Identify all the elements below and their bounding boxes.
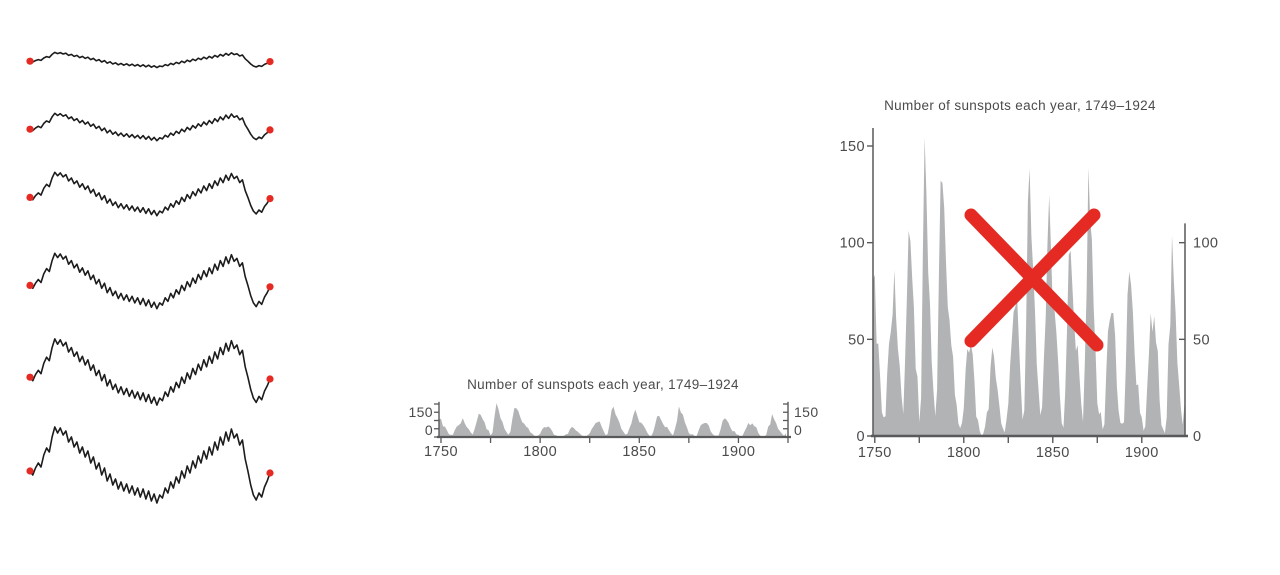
y-tick-label: 100: [1193, 236, 1218, 252]
sparkline-row-2: [26, 112, 274, 142]
red-x-mark: [964, 208, 1104, 352]
x-tick-label: 1800: [947, 445, 981, 461]
y-tick-label: 0: [857, 429, 865, 445]
sparkline-row-3: [26, 171, 274, 217]
x-tick-label: 1750: [424, 444, 458, 460]
y-tick-label: 50: [848, 332, 865, 348]
y-tick-label: 50: [1193, 332, 1210, 348]
endpoint-dot: [26, 281, 34, 289]
x-tick-label: 1800: [523, 444, 557, 460]
area-path: [439, 403, 786, 437]
sparkline-row-6: [26, 426, 274, 504]
sparkline-row-5: [26, 338, 274, 406]
sparkline-path: [29, 252, 271, 310]
large-chart-title: Number of sunspots each year, 1749–1924: [884, 98, 1156, 113]
endpoint-dot: [266, 195, 274, 203]
y-tick-label: 100: [840, 236, 865, 252]
endpoint-dot: [26, 57, 34, 65]
sparkline-path: [29, 426, 271, 504]
x-tick-label: 1900: [722, 444, 756, 460]
endpoint-dot: [266, 375, 274, 383]
endpoint-dot: [266, 58, 274, 66]
x-tick-label: 1750: [858, 445, 892, 461]
sparkline-path: [29, 112, 271, 142]
sparkline-row-4: [26, 252, 274, 310]
y-tick-label: 0: [425, 422, 433, 438]
small-chart-title: Number of sunspots each year, 1749–1924: [467, 377, 739, 392]
y-tick-label: 0: [794, 422, 802, 438]
x-tick-label: 1850: [1036, 445, 1070, 461]
y-tick-label: 150: [408, 404, 433, 420]
endpoint-dot: [26, 373, 34, 381]
small-sunspots-chart: Number of sunspots each year, 1749–1924 …: [408, 377, 819, 460]
endpoint-dot: [266, 126, 274, 134]
endpoint-dot: [266, 469, 274, 477]
endpoint-dot: [26, 125, 34, 133]
y-tick-label: 150: [840, 139, 865, 155]
sparkline-path: [29, 338, 271, 406]
endpoint-dot: [26, 193, 34, 201]
endpoint-dot: [26, 467, 34, 475]
sparkline-row-1: [26, 51, 274, 69]
sparkline-path: [29, 171, 271, 217]
x-tick-label: 1850: [622, 444, 656, 460]
y-tick-label: 0: [1193, 429, 1201, 445]
x-tick-label: 1900: [1125, 445, 1159, 461]
sparkline-aspect-ratio-panel: [26, 51, 274, 504]
large-sunspots-chart: Number of sunspots each year, 1749–1924 …: [840, 98, 1218, 461]
red-x-stroke: [964, 208, 1101, 348]
small-chart-plot-area: 150 0 150 0 1750 1800 1850 1900: [408, 401, 819, 460]
y-tick-label: 150: [794, 404, 819, 420]
endpoint-dot: [266, 283, 274, 291]
sparkline-path: [29, 51, 271, 69]
